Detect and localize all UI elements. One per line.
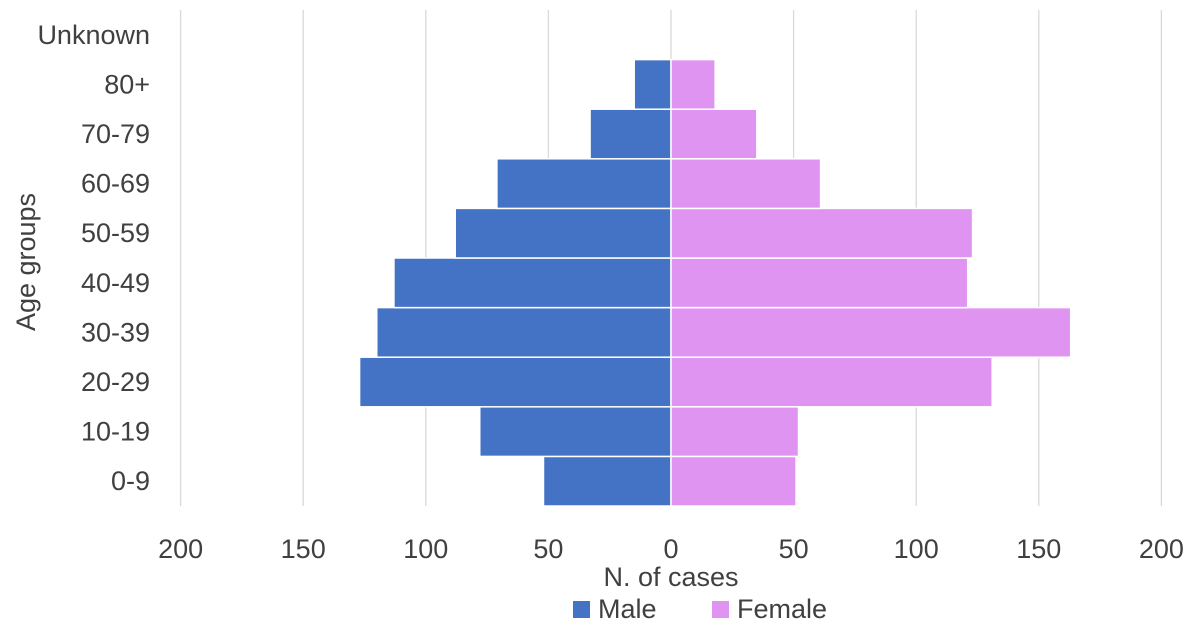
bar-female-10-19 <box>670 406 800 458</box>
y-tick-label: Unknown <box>37 20 150 50</box>
bar-female-70-79 <box>670 108 758 160</box>
bars <box>358 58 1072 507</box>
x-tick-labels: 200 150 100 50 0 50 100 150 200 <box>158 534 1184 564</box>
y-tick-label: 60-69 <box>81 169 150 199</box>
x-tick-label: 150 <box>281 534 326 564</box>
bar-male-10-19 <box>478 406 672 458</box>
y-tick-label: 20-29 <box>81 367 150 397</box>
bar-female-40-49 <box>670 257 969 309</box>
x-tick-label: 50 <box>779 534 809 564</box>
bar-female-20-29 <box>670 356 993 408</box>
bar-female-0-9 <box>670 455 797 507</box>
y-tick-label: 10-19 <box>81 417 150 447</box>
x-axis-title: N. of cases <box>603 562 738 592</box>
y-tick-label: 0-9 <box>111 466 150 496</box>
y-tick-labels: 0-9 10-19 20-29 30-39 40-49 50-59 60-69 70-79 80… <box>37 20 150 496</box>
bar-female-50-59 <box>670 207 974 259</box>
x-tick-label: 200 <box>158 534 203 564</box>
bar-male-30-39 <box>376 306 672 358</box>
y-tick-label: 70-79 <box>81 119 150 149</box>
legend: Male Female <box>573 594 827 624</box>
legend-label-male: Male <box>598 594 657 624</box>
bar-male-50-59 <box>454 207 672 259</box>
x-tick-label: 0 <box>663 534 678 564</box>
legend-swatch-female <box>712 601 729 618</box>
x-tick-label: 100 <box>894 534 939 564</box>
y-tick-label: 30-39 <box>81 317 150 347</box>
bar-male-0-9 <box>542 455 672 507</box>
bar-male-20-29 <box>358 356 672 408</box>
x-tick-label: 100 <box>403 534 448 564</box>
legend-swatch-male <box>573 601 590 618</box>
bar-female-80+ <box>670 58 716 110</box>
bar-male-80+ <box>633 58 672 110</box>
x-tick-label: 50 <box>533 534 563 564</box>
bar-female-30-39 <box>670 306 1072 358</box>
x-tick-label: 150 <box>1016 534 1061 564</box>
bar-male-40-49 <box>393 257 672 309</box>
y-axis-title: Age groups <box>11 193 41 331</box>
y-tick-label: 40-49 <box>81 268 150 298</box>
bar-male-70-79 <box>589 108 672 160</box>
y-tick-label: 80+ <box>104 69 150 99</box>
x-tick-label: 200 <box>1139 534 1184 564</box>
bar-male-60-69 <box>496 158 672 210</box>
bar-female-60-69 <box>670 158 822 210</box>
legend-label-female: Female <box>737 594 827 624</box>
y-tick-label: 50-59 <box>81 218 150 248</box>
